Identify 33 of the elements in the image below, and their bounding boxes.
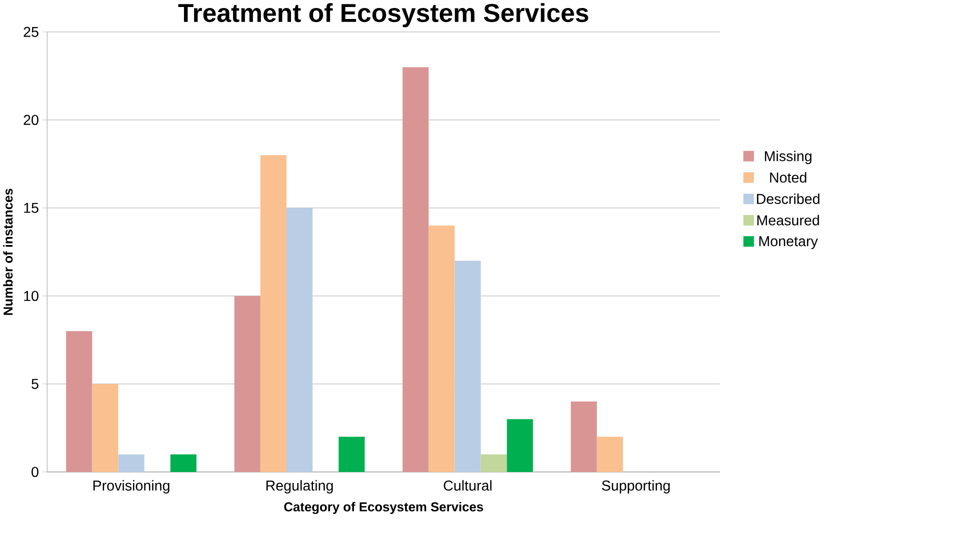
x-tick-label: Regulating	[266, 480, 333, 494]
bar	[92, 384, 118, 472]
legend-label: Monetary	[759, 236, 818, 249]
bar	[570, 401, 597, 472]
legend-label: Noted	[770, 172, 806, 182]
x-tick-label: Cultural	[444, 480, 492, 490]
bar	[596, 436, 623, 472]
bar	[338, 436, 365, 472]
legend-label: Measured	[757, 214, 819, 226]
bar	[286, 208, 313, 472]
y-tick-label: 25	[24, 26, 38, 37]
bar	[260, 154, 286, 472]
y-axis-title: Number of instances	[3, 188, 13, 315]
bar	[506, 418, 533, 472]
bar	[234, 296, 260, 472]
bar	[480, 454, 507, 472]
bar	[402, 66, 429, 472]
y-tick-label: 10	[24, 290, 38, 301]
y-tick-label: 20	[24, 114, 38, 125]
x-axis-title: Category of Ecosystem Services	[284, 502, 484, 514]
legend-label: Missing	[764, 150, 812, 164]
x-tick-label: Supporting	[602, 480, 670, 494]
bar	[428, 225, 455, 472]
bar	[454, 260, 481, 472]
y-tick-label: 0	[32, 466, 38, 477]
y-tick-label: 15	[24, 202, 38, 213]
bar	[66, 330, 92, 472]
chart-title: Treatment of Ecosystem Services	[178, 3, 588, 28]
x-tick-label: Provisioning	[93, 480, 170, 494]
y-tick-label: 5	[32, 378, 38, 389]
bar	[118, 454, 144, 472]
legend-label: Described	[756, 193, 820, 204]
bar	[170, 454, 196, 472]
